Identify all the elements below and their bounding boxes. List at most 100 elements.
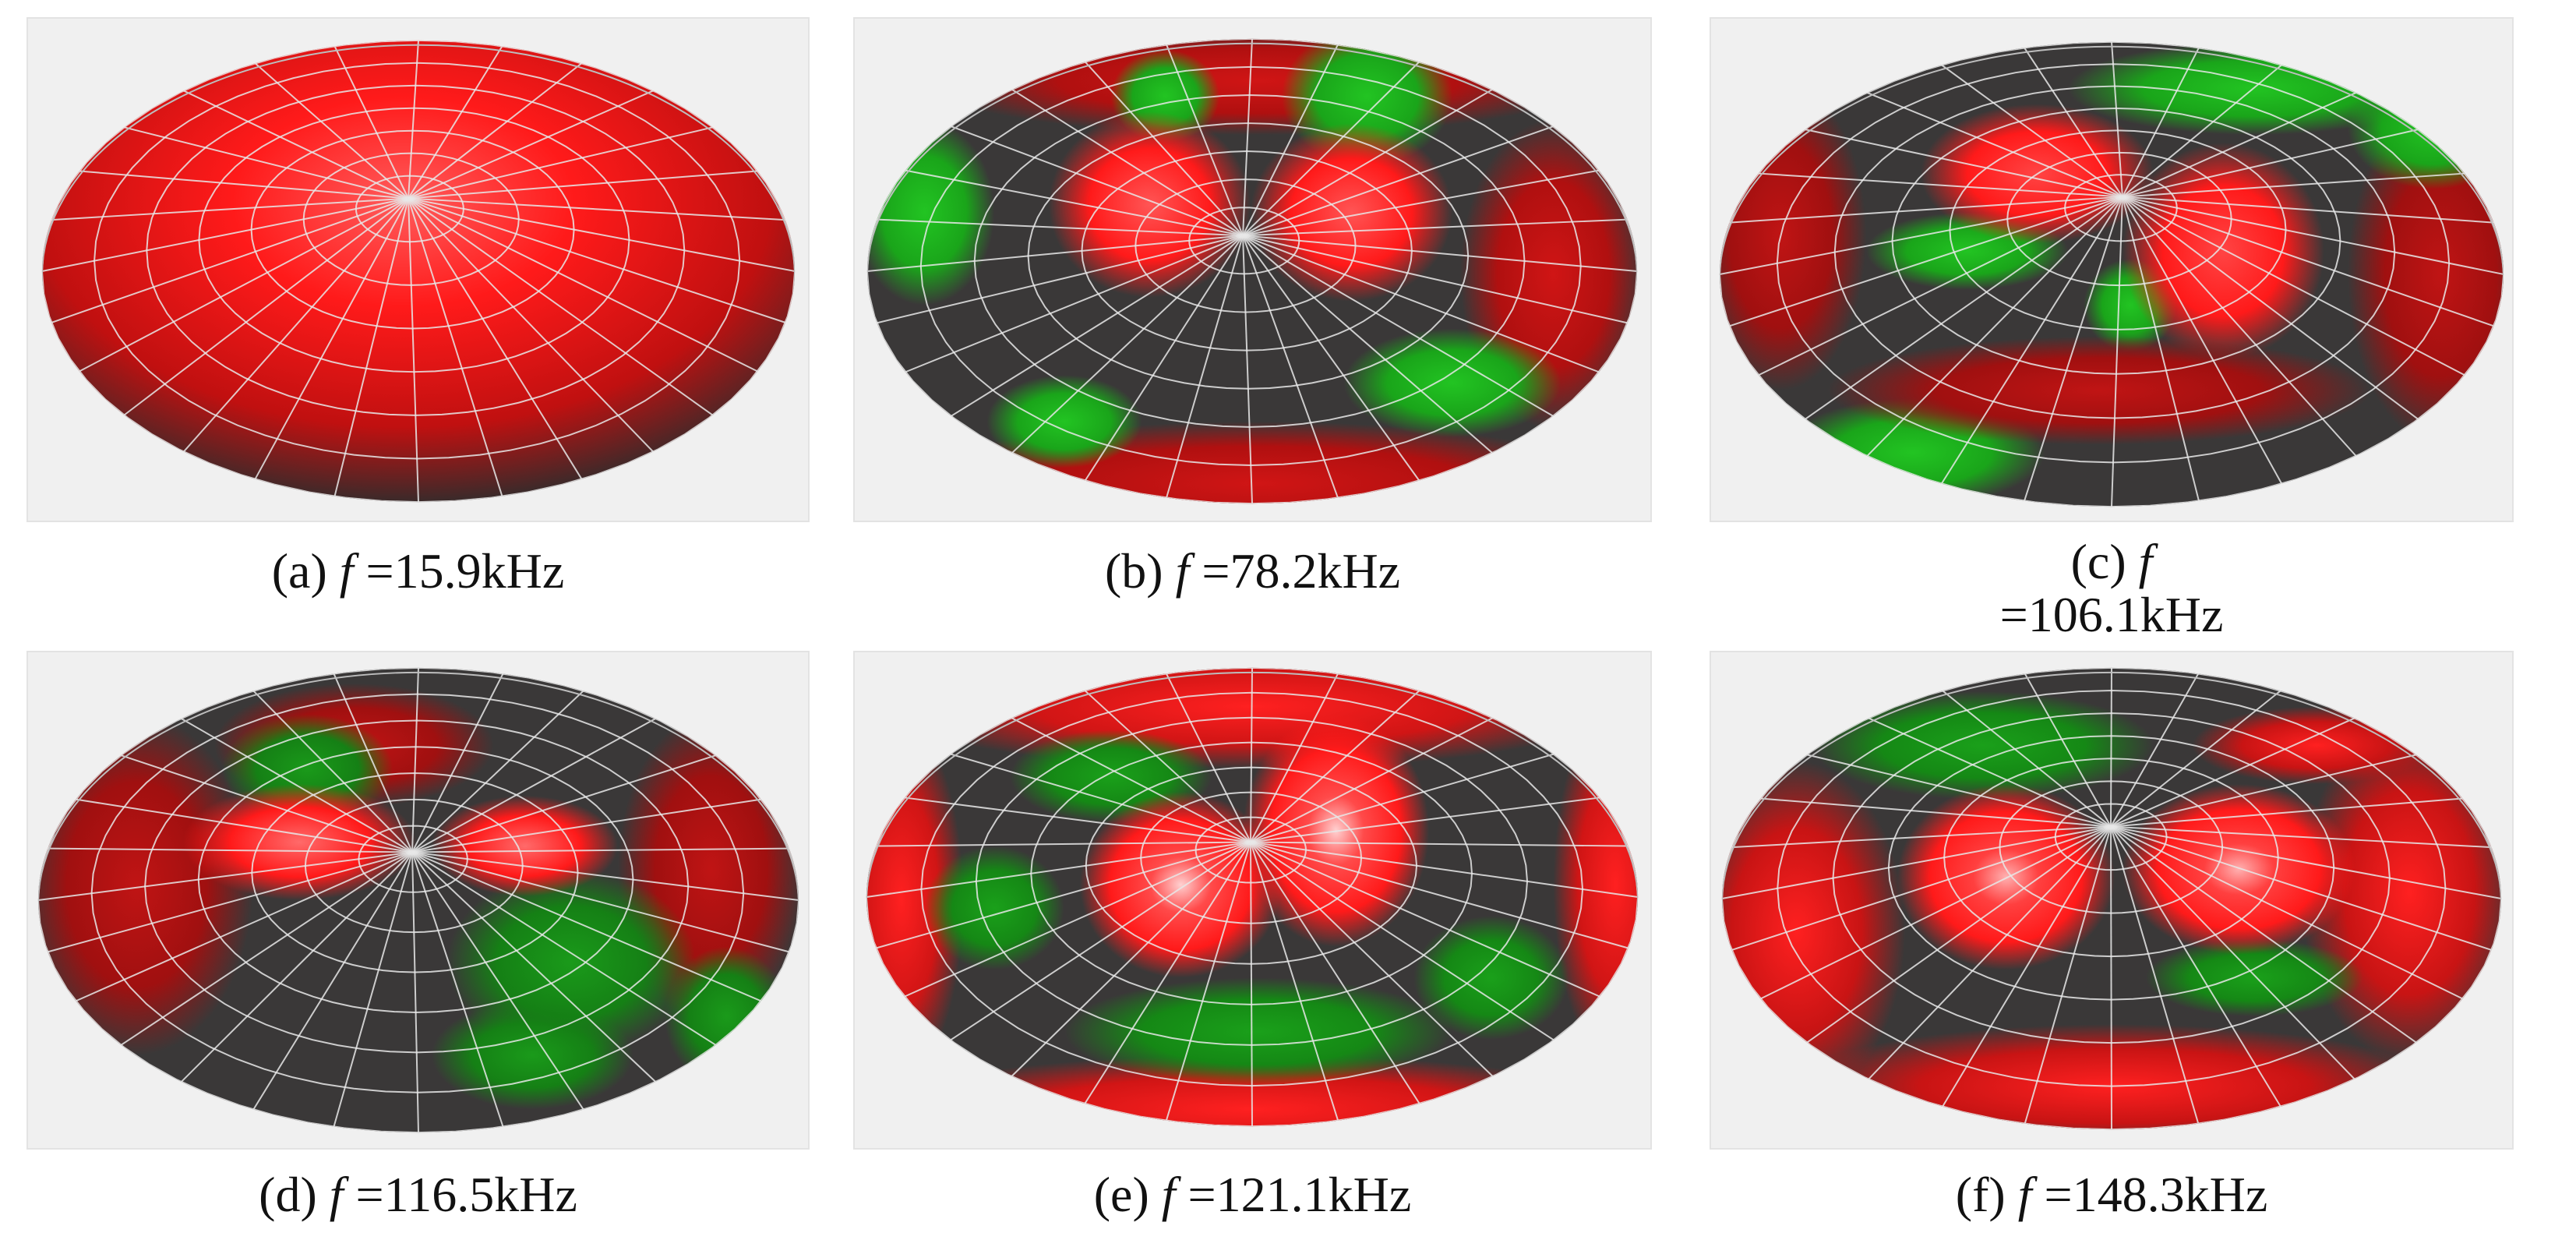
mesh-spoke xyxy=(876,841,1251,949)
mesh-spoke xyxy=(51,197,409,323)
mesh-spoke xyxy=(2122,196,2357,457)
mesh-spoke xyxy=(1805,196,2123,420)
mesh-spoke xyxy=(411,798,761,853)
mesh-spoke xyxy=(866,235,1244,272)
mesh-spoke xyxy=(1242,38,1253,236)
mesh-spoke xyxy=(254,62,409,200)
mesh-spoke xyxy=(2122,64,2282,198)
mesh-spoke xyxy=(1242,235,1638,272)
mode-shape-panel-b xyxy=(853,17,1652,522)
mesh-spoke xyxy=(1250,667,1253,843)
plate-rim xyxy=(866,671,1639,1127)
plate-surface xyxy=(41,40,796,503)
mesh-spoke xyxy=(411,852,419,1133)
caption-c: (c) f xyxy=(1710,534,2514,589)
caption-e-label: (e) xyxy=(1093,1167,1149,1222)
mesh-spoke xyxy=(408,197,758,373)
mesh-spoke xyxy=(2110,754,2417,828)
mesh-spoke xyxy=(1805,129,2123,198)
mesh-spoke xyxy=(2110,825,2417,1044)
mesh-spoke xyxy=(41,197,409,272)
mode-shape-panel-a xyxy=(26,17,810,522)
mesh-spoke xyxy=(877,235,1244,324)
mesh-spoke xyxy=(411,754,716,853)
mesh-ring xyxy=(866,667,1639,1127)
mesh-spoke xyxy=(1250,841,1554,1041)
caption-a: (a) f =15.9kHz xyxy=(26,543,810,599)
mesh-spoke xyxy=(1806,754,2112,828)
caption-a-value: =15.9kHz xyxy=(365,543,565,599)
mesh-spoke xyxy=(1242,235,1628,324)
mesh-spoke xyxy=(1866,91,2123,198)
mesh-spoke xyxy=(2122,196,2465,376)
mesh-spoke xyxy=(1868,717,2112,828)
mesh-spoke xyxy=(1729,196,2123,327)
mesh-spoke xyxy=(1242,89,1493,237)
caption-b: (b) f =78.2kHz xyxy=(853,543,1652,599)
mesh-spoke xyxy=(2110,717,2355,828)
mesh-spoke xyxy=(408,62,583,200)
caption-e-f: f xyxy=(1161,1167,1176,1222)
mesh-spoke xyxy=(904,841,1251,998)
mesh-spoke xyxy=(2122,196,2494,327)
plate-rim xyxy=(1721,671,2502,1130)
mesh-spoke xyxy=(1242,235,1493,454)
mode-shape-b-plot xyxy=(866,38,1638,504)
polar-mesh xyxy=(866,667,1639,1127)
caption-c-label: (c) xyxy=(2070,534,2126,589)
mesh-spoke xyxy=(2110,826,2112,1130)
mesh-spoke xyxy=(333,673,413,853)
mesh-spoke xyxy=(1941,64,2123,198)
plate-rim xyxy=(37,671,799,1133)
mesh-spoke xyxy=(124,126,409,200)
mesh-spoke xyxy=(408,197,785,221)
mesh-spoke xyxy=(183,197,409,453)
mesh-spoke xyxy=(1242,235,1339,499)
mesh-spoke xyxy=(254,198,409,480)
mesh-spoke xyxy=(252,851,413,1111)
mesh-spoke xyxy=(2110,825,2492,951)
mesh-spoke xyxy=(121,754,413,853)
mesh-spoke xyxy=(2110,825,2502,899)
mesh-spoke xyxy=(76,798,413,853)
mesh-spoke xyxy=(408,45,503,200)
mesh-spoke xyxy=(1250,753,1554,843)
mesh-spoke xyxy=(411,851,799,901)
displacement-field xyxy=(37,683,799,1110)
mesh-spoke xyxy=(1250,841,1629,847)
mesh-ring xyxy=(37,667,799,1133)
mesh-spoke xyxy=(79,197,409,373)
mesh-spoke xyxy=(2122,196,2494,224)
mesh-spoke xyxy=(951,235,1244,417)
mesh-spoke xyxy=(1942,690,2112,828)
mesh-spoke xyxy=(1250,841,1600,998)
caption-f-label: (f) xyxy=(1955,1167,2006,1222)
mesh-spoke xyxy=(2110,825,2492,849)
mesh-spoke xyxy=(408,197,786,323)
mesh-spoke xyxy=(1250,842,1339,1122)
mesh-spoke xyxy=(48,847,413,853)
mode-shape-a-plot xyxy=(41,40,796,503)
mesh-spoke xyxy=(866,841,1251,899)
mesh-spoke xyxy=(1250,797,1600,843)
mesh-spoke xyxy=(2024,826,2112,1124)
polar-mesh xyxy=(41,40,796,503)
mesh-spoke xyxy=(1242,169,1600,237)
mesh-spoke xyxy=(183,90,409,200)
mesh-spoke xyxy=(2122,129,2419,198)
mesh-spoke xyxy=(408,170,758,200)
mesh-spoke xyxy=(950,753,1251,843)
mesh-spoke xyxy=(412,847,789,853)
mesh-spoke xyxy=(2122,92,2357,198)
mesh-spoke xyxy=(1250,841,1494,1077)
mode-shape-panel-c xyxy=(1710,17,2514,522)
mesh-spoke xyxy=(1942,826,2112,1107)
displacement-field xyxy=(1721,691,2502,1130)
mesh-ring xyxy=(1721,667,2502,1130)
mesh-spoke xyxy=(2110,690,2281,828)
mesh-spoke xyxy=(181,851,413,1083)
mesh-spoke xyxy=(1731,825,2112,951)
mode-shape-c-plot xyxy=(1719,41,2504,507)
mesh-spoke xyxy=(950,841,1251,1041)
